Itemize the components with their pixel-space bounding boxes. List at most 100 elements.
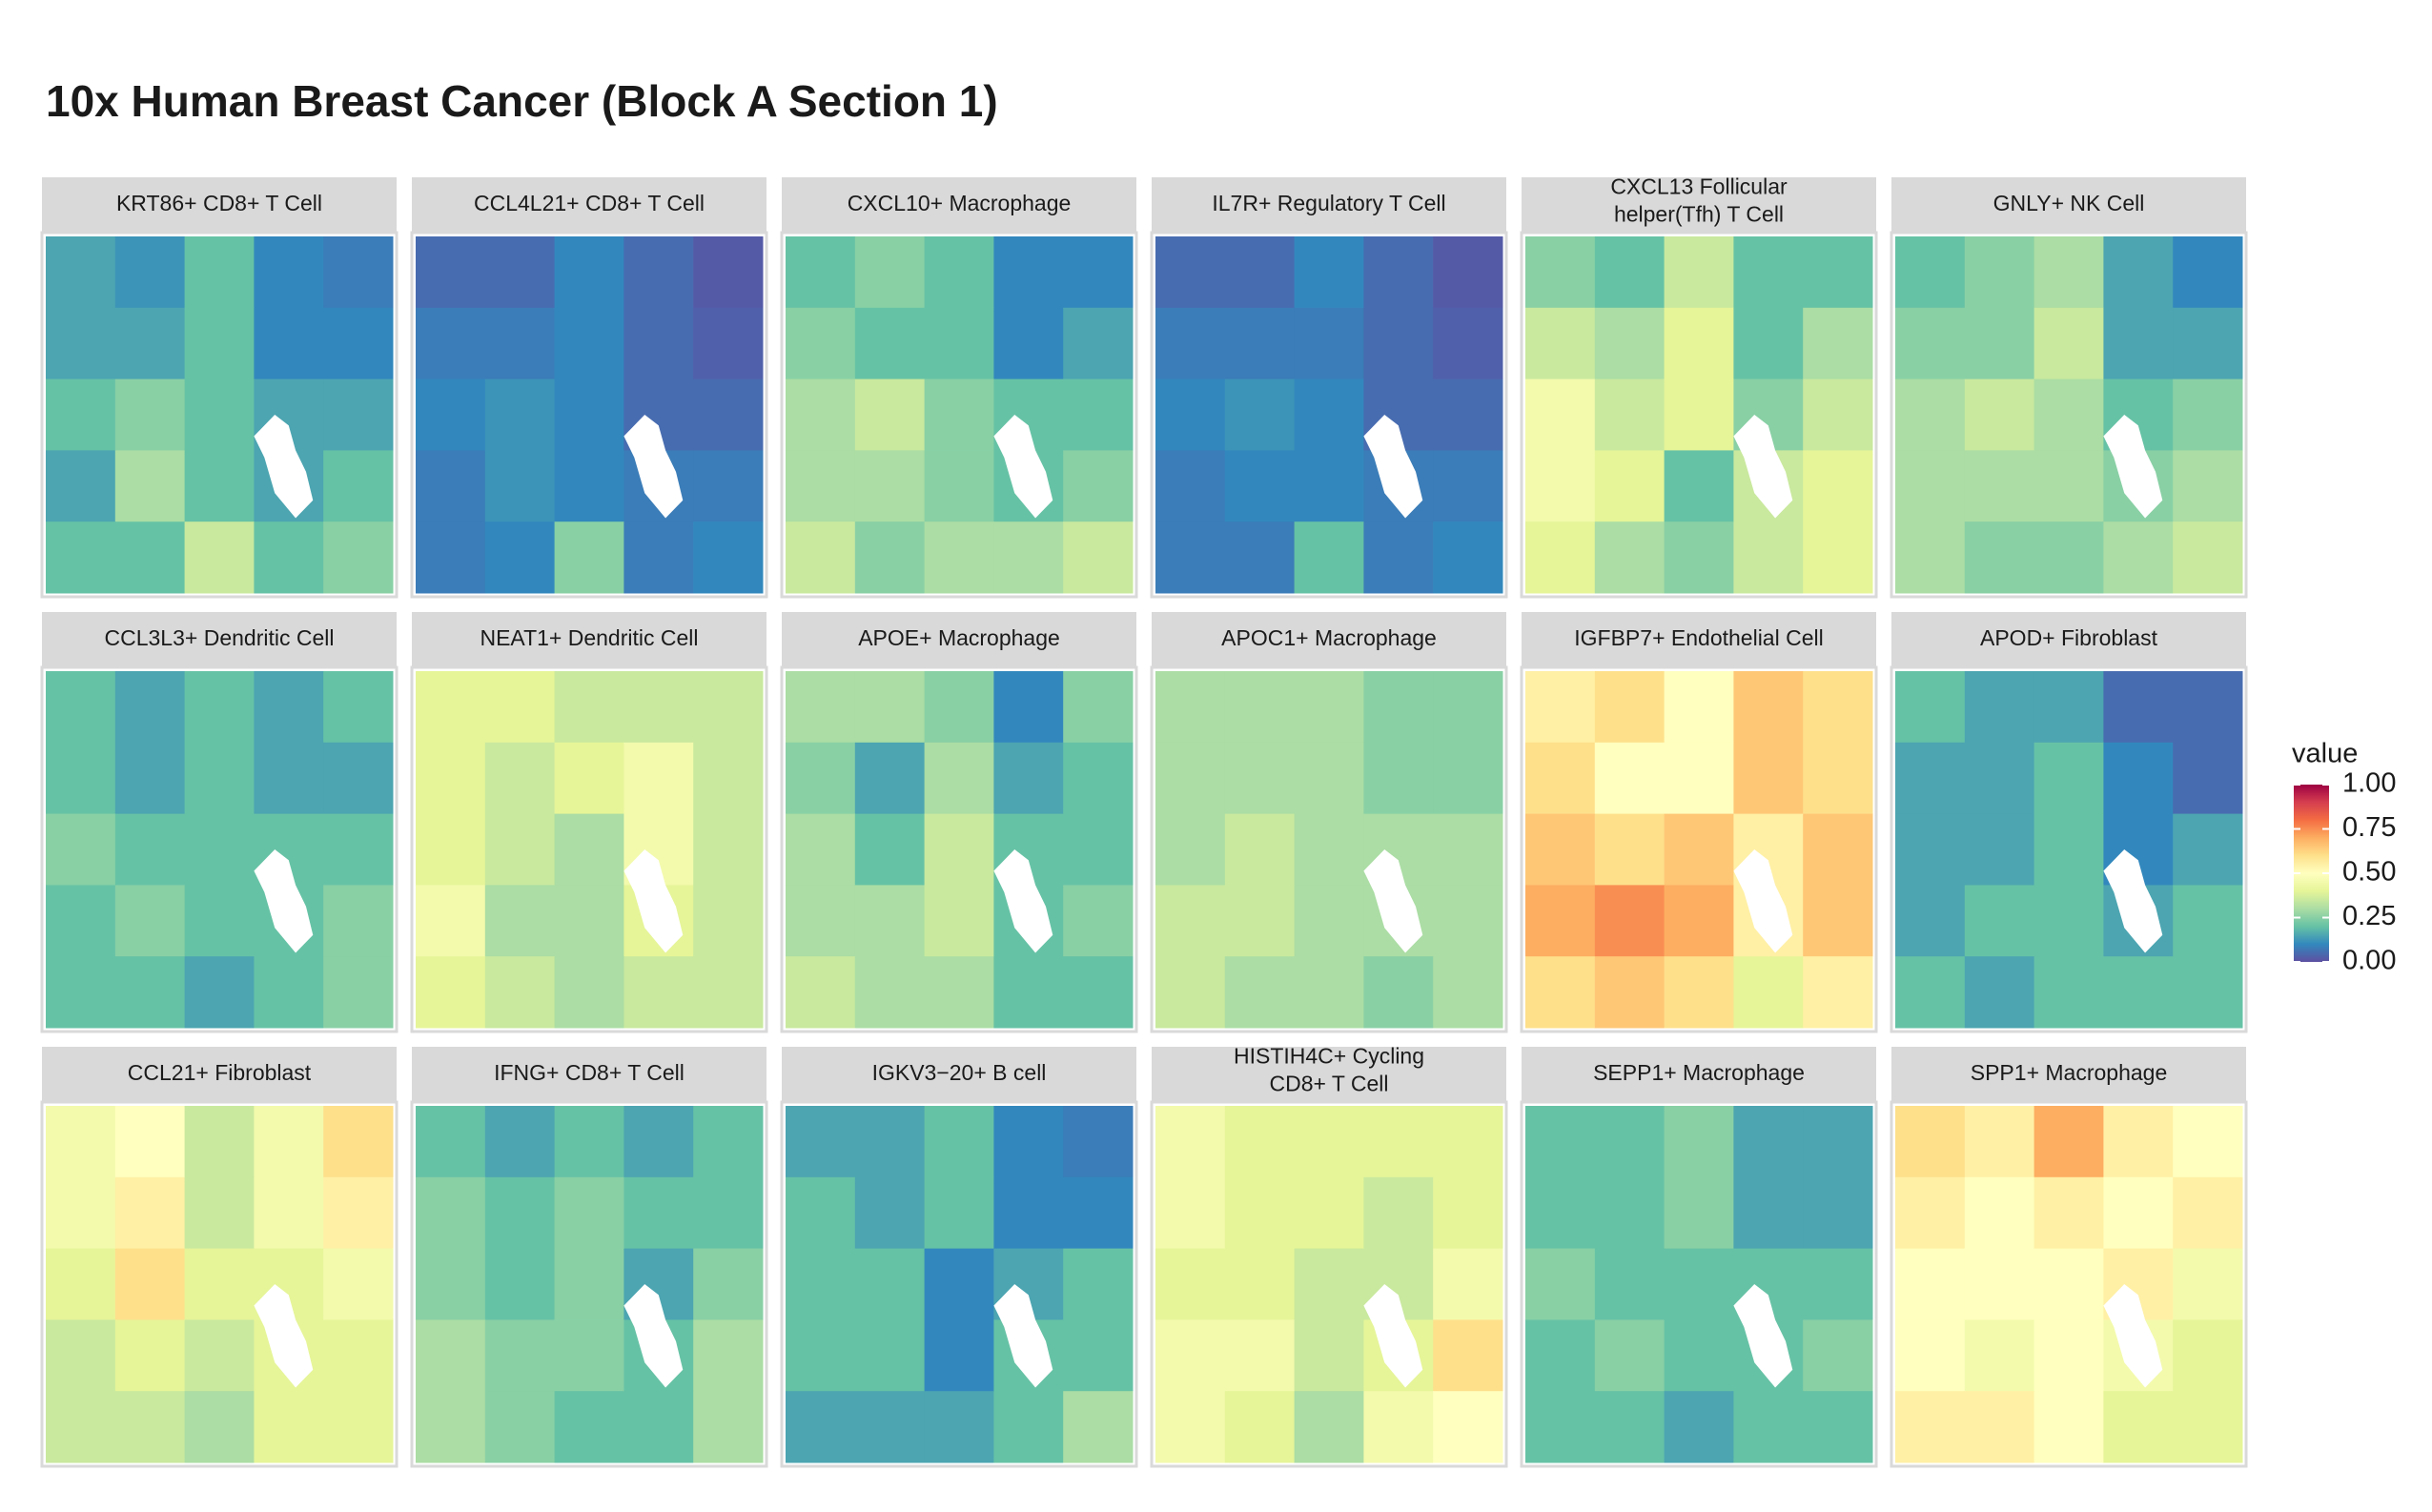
- spot-cell: [484, 671, 556, 744]
- spot-cell: [1363, 521, 1434, 594]
- spot-cell: [924, 450, 994, 522]
- spot-cell: [1964, 885, 2035, 957]
- spot-cell: [1294, 307, 1364, 380]
- chart-title: 10x Human Breast Cancer (Block A Section…: [46, 76, 998, 126]
- panel: CCL4L21+ CD8+ T Cell: [410, 177, 768, 599]
- spot-cell: [1803, 307, 1873, 380]
- spot-cell: [1964, 378, 2035, 451]
- spot-cell: [1803, 521, 1873, 594]
- spot-cell: [554, 1176, 624, 1250]
- spot-cell: [254, 956, 324, 1029]
- strip: [1891, 612, 2246, 667]
- spot-cell: [554, 378, 624, 451]
- spot-cell: [1063, 1176, 1134, 1250]
- colorbar-tick-label: 0.75: [2342, 812, 2396, 843]
- spot-cell: [46, 813, 116, 886]
- spot-cell: [2033, 1106, 2104, 1178]
- spot-cell: [1525, 307, 1596, 380]
- spot-cell: [1594, 378, 1666, 451]
- spot-cell: [2173, 671, 2243, 744]
- spot-cell: [2033, 307, 2104, 380]
- spot-cell: [1664, 742, 1734, 815]
- spot-cell: [1964, 1248, 2035, 1320]
- spot-cell: [254, 236, 324, 309]
- spot-cell: [854, 1319, 926, 1392]
- spot-cell: [1664, 885, 1734, 957]
- spot-cell: [554, 450, 624, 522]
- spot-cell: [323, 307, 394, 380]
- panel: IGKV3−20+ B cell: [780, 1047, 1138, 1468]
- spot-cell: [1294, 236, 1364, 309]
- spot-cell: [993, 236, 1064, 309]
- spot-cell: [1895, 1391, 1966, 1463]
- spot-cell: [1895, 813, 1966, 886]
- spot-cell: [993, 742, 1064, 815]
- spot-cell: [786, 885, 856, 957]
- spot-cell: [46, 1319, 116, 1392]
- spot-cell: [323, 236, 394, 309]
- spot-cell: [484, 956, 556, 1029]
- spot-cell: [1363, 1106, 1434, 1178]
- spot-cell: [323, 956, 394, 1029]
- spot-cell: [1294, 742, 1364, 815]
- panel-title: IL7R+ Regulatory T Cell: [1212, 191, 1445, 215]
- spot-cell: [1733, 521, 1804, 594]
- panel-title: HISTIH4C+ Cycling: [1234, 1044, 1424, 1069]
- spot-cell: [1594, 307, 1666, 380]
- tissue-gap: [993, 415, 1053, 519]
- spot-cell: [2103, 307, 2174, 380]
- panel-title: CCL3L3+ Dendritic Cell: [105, 625, 335, 650]
- spot-cell: [323, 742, 394, 815]
- tissue-gap: [623, 1284, 684, 1388]
- spot-cell: [554, 742, 624, 815]
- spot-cell: [693, 956, 764, 1029]
- spot-cell: [554, 956, 624, 1029]
- spot-cell: [1363, 742, 1434, 815]
- spot-cell: [2103, 671, 2174, 744]
- spot-cell: [416, 450, 486, 522]
- spot-cell: [46, 236, 116, 309]
- spot-cell: [2033, 956, 2104, 1029]
- spot-cell: [1294, 378, 1364, 451]
- spot-cell: [1294, 956, 1364, 1029]
- spot-cell: [416, 236, 486, 309]
- spot-cell: [623, 1391, 694, 1463]
- spot-cell: [46, 1391, 116, 1463]
- spot-cell: [1895, 671, 1966, 744]
- spot-cell: [1155, 956, 1226, 1029]
- spot-cell: [114, 521, 186, 594]
- strip: [1152, 612, 1506, 667]
- spot-cell: [1964, 307, 2035, 380]
- spot-cell: [1664, 671, 1734, 744]
- spot-cell: [1294, 813, 1364, 886]
- spot-cell: [924, 1391, 994, 1463]
- spot-cell: [1224, 1106, 1296, 1178]
- spot-cell: [1155, 1106, 1226, 1178]
- spot-cell: [1294, 1176, 1364, 1250]
- spot-cell: [1594, 671, 1666, 744]
- strip: [1891, 1047, 2246, 1102]
- spot-cell: [2033, 1176, 2104, 1250]
- spot-cell: [993, 956, 1064, 1029]
- spot-cell: [1895, 378, 1966, 451]
- spot-cell: [1525, 1106, 1596, 1178]
- spot-cell: [1803, 236, 1873, 309]
- spot-cell: [484, 450, 556, 522]
- spot-cell: [1594, 450, 1666, 522]
- spot-cell: [184, 956, 255, 1029]
- spot-cell: [554, 885, 624, 957]
- spot-cell: [1363, 1176, 1434, 1250]
- spot-cell: [2033, 1248, 2104, 1320]
- spot-cell: [1895, 236, 1966, 309]
- spot-cell: [184, 1176, 255, 1250]
- tissue-gap: [993, 849, 1053, 953]
- spot-cell: [786, 378, 856, 451]
- spot-cell: [1525, 236, 1596, 309]
- spot-cell: [184, 813, 255, 886]
- spot-cell: [1224, 1391, 1296, 1463]
- spot-cell: [1063, 742, 1134, 815]
- spot-cell: [1664, 1176, 1734, 1250]
- spot-cell: [1664, 378, 1734, 451]
- spot-cell: [1063, 1391, 1134, 1463]
- spot-cell: [1664, 813, 1734, 886]
